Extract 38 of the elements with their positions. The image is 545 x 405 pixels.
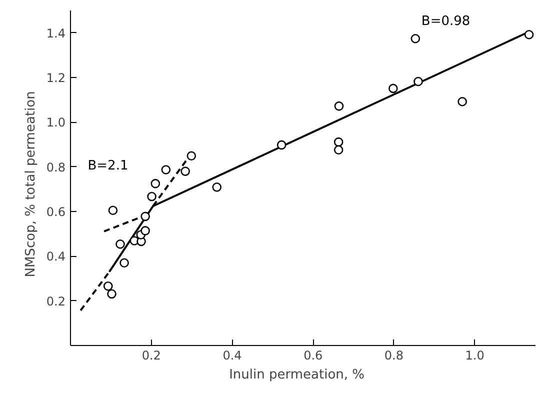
point	[414, 76, 423, 86]
y-tick-label: 1.4	[46, 26, 66, 40]
annotation: B=0.98	[421, 14, 470, 29]
point	[108, 206, 118, 216]
y-tick-label: 1.0	[46, 116, 66, 130]
point	[334, 145, 344, 154]
point	[186, 151, 196, 161]
x-tick-label: 0.2	[142, 348, 161, 362]
y-tick-label: 0.6	[46, 205, 66, 219]
point	[180, 166, 190, 176]
y-tick-label: 0.2	[46, 294, 66, 308]
x-tick-label: 0.8	[384, 348, 404, 362]
point	[147, 192, 156, 202]
x-tick-label: 0.4	[222, 348, 242, 362]
point	[524, 30, 534, 40]
y-tick-label: 0.8	[46, 160, 66, 174]
point	[334, 137, 344, 147]
point	[116, 239, 125, 249]
point	[140, 212, 150, 222]
point	[161, 165, 171, 174]
point	[334, 101, 344, 111]
point	[276, 140, 286, 150]
point	[103, 281, 113, 291]
y-axis-title: NMScop, % total permeation	[23, 91, 38, 278]
point	[410, 34, 420, 44]
point	[212, 182, 222, 192]
point	[120, 258, 129, 268]
y-tick-label: 0.4	[46, 250, 66, 264]
y-tick-label: 1.2	[46, 71, 66, 85]
point	[458, 96, 467, 106]
point	[388, 84, 398, 94]
x-tick-label: 0.6	[304, 348, 323, 362]
point	[140, 226, 150, 236]
x-tick-label: 1.0	[465, 348, 484, 362]
x-axis-title: Inulin permeation, %	[229, 368, 365, 382]
point	[107, 289, 116, 299]
annotation: B=2.1	[88, 158, 128, 174]
point	[150, 178, 160, 188]
